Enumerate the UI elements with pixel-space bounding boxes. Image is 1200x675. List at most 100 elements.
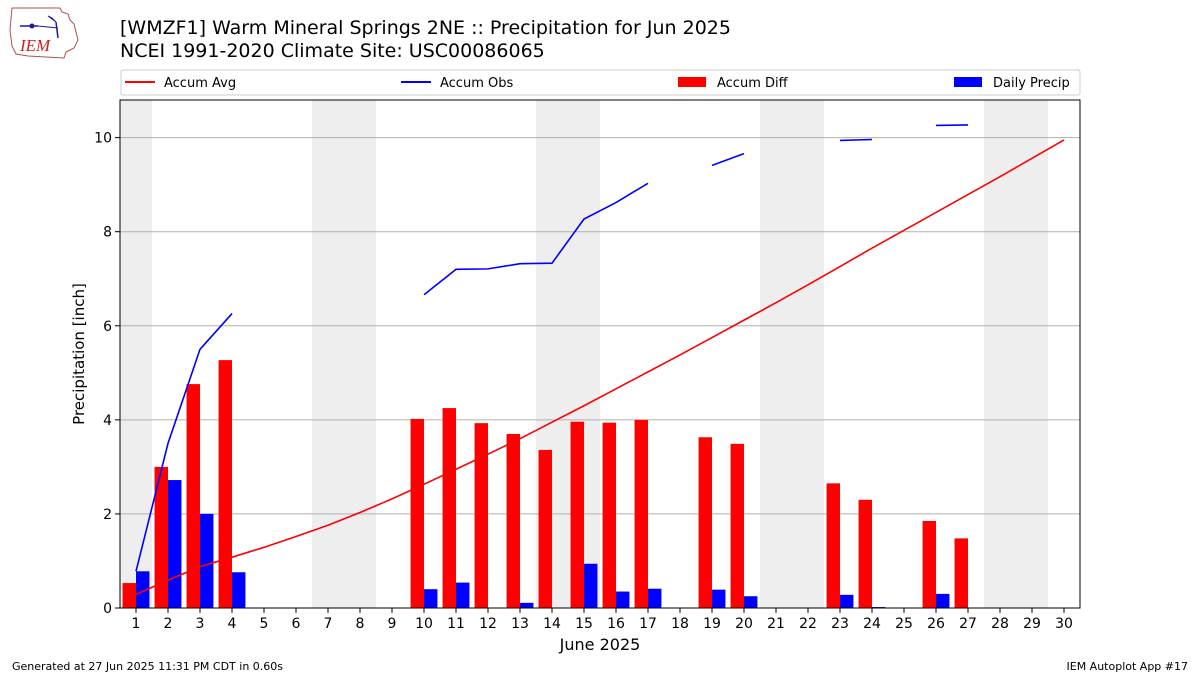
legend-accum-diff-swatch bbox=[678, 77, 706, 87]
y-axis-label: Precipitation [inch] bbox=[70, 283, 88, 425]
weekend-shade bbox=[1016, 100, 1048, 608]
x-tick-label: 19 bbox=[703, 616, 721, 632]
daily-precip-bar bbox=[616, 591, 630, 608]
daily-precip-bar bbox=[168, 480, 182, 608]
accum-diff-bar bbox=[570, 421, 584, 608]
x-tick-label: 7 bbox=[324, 616, 333, 632]
legend-daily-precip: Daily Precip bbox=[954, 76, 1070, 91]
x-tick-label: 14 bbox=[543, 616, 561, 632]
accum-diff-bar bbox=[154, 466, 168, 608]
legend-accum-diff-label: Accum Diff bbox=[717, 76, 789, 91]
accum-diff-bar bbox=[826, 483, 840, 608]
legend-accum-avg: Accum Avg bbox=[125, 76, 236, 91]
x-tick-label: 2 bbox=[164, 616, 173, 632]
x-tick-label: 9 bbox=[388, 616, 397, 632]
accum-diff-bar bbox=[538, 449, 552, 608]
x-tick-label: 28 bbox=[991, 616, 1009, 632]
x-tick-label: 1 bbox=[132, 616, 141, 632]
legend-daily-precip-swatch bbox=[954, 77, 982, 87]
weekend-shade bbox=[792, 100, 824, 608]
x-tick-label: 11 bbox=[447, 616, 465, 632]
plot-frame bbox=[119, 99, 1081, 609]
x-tick-label: 13 bbox=[511, 616, 529, 632]
accum-diff-bar bbox=[474, 423, 488, 608]
x-tick-label: 3 bbox=[196, 616, 205, 632]
legend-accum-obs: Accum Obs bbox=[401, 76, 513, 91]
daily-precip-bar bbox=[744, 596, 758, 608]
x-tick-label: 4 bbox=[228, 616, 237, 632]
accum-diff-bar bbox=[186, 384, 200, 608]
weekend-shade bbox=[984, 100, 1016, 608]
weekend-shade bbox=[760, 100, 792, 608]
accum-diff-bar bbox=[218, 360, 232, 608]
daily-precip-bar bbox=[520, 602, 534, 608]
iem-logo: IEM bbox=[9, 7, 79, 59]
lines bbox=[135, 124, 1065, 596]
daily-precip-bar bbox=[840, 594, 854, 608]
x-tick-label: 8 bbox=[356, 616, 365, 632]
y-tick-label: 8 bbox=[103, 225, 112, 241]
daily-precip-bar bbox=[232, 572, 246, 608]
legend-box bbox=[120, 69, 1081, 96]
accum-diff-bar bbox=[442, 408, 456, 608]
daily-precip-bar bbox=[200, 513, 214, 608]
x-tick-label: 29 bbox=[1023, 616, 1041, 632]
x-tick-label: 12 bbox=[479, 616, 497, 632]
daily-precip-bar bbox=[136, 571, 150, 608]
x-tick-label: 20 bbox=[735, 616, 753, 632]
logo-text: IEM bbox=[19, 36, 51, 55]
legend-accum-diff: Accum Diff bbox=[678, 76, 789, 91]
chart-title: [WMZF1] Warm Mineral Springs 2NE :: Prec… bbox=[120, 17, 731, 39]
daily-precip-bar bbox=[424, 589, 438, 608]
accum-diff-bar bbox=[858, 499, 872, 608]
daily-precip-bar bbox=[584, 563, 598, 608]
accum-diff-bar bbox=[922, 520, 936, 608]
x-tick-label: 21 bbox=[767, 616, 785, 632]
y-tick-label: 0 bbox=[103, 601, 112, 617]
legend: Accum Avg Accum Obs Accum Diff Daily Precip bbox=[120, 69, 1081, 96]
y-tick-label: 6 bbox=[103, 319, 112, 335]
chart-subtitle: NCEI 1991-2020 Climate Site: USC00086065 bbox=[120, 40, 545, 62]
x-tick-label: 18 bbox=[671, 616, 689, 632]
y-tick-label: 10 bbox=[94, 131, 112, 147]
accum-diff-bar bbox=[122, 583, 136, 608]
legend-accum-obs-label: Accum Obs bbox=[440, 76, 513, 91]
app-label: IEM Autoplot App #17 bbox=[1066, 660, 1189, 673]
x-tick-label: 23 bbox=[831, 616, 849, 632]
accum-diff-bar bbox=[730, 443, 744, 608]
weekend-shade bbox=[312, 100, 344, 608]
weekend-shading bbox=[120, 100, 1048, 608]
accum-diff-bar bbox=[410, 418, 424, 608]
x-tick-label: 22 bbox=[799, 616, 817, 632]
accum-obs-line bbox=[711, 152, 745, 167]
x-tick-label: 15 bbox=[575, 616, 593, 632]
x-tick-label: 6 bbox=[292, 616, 301, 632]
x-tick-label: 27 bbox=[959, 616, 977, 632]
generated-timestamp: Generated at 27 Jun 2025 11:31 PM CDT in… bbox=[12, 660, 284, 673]
y-tick-label: 4 bbox=[103, 413, 112, 429]
accum-obs-line bbox=[135, 313, 233, 572]
x-tick-label: 17 bbox=[639, 616, 657, 632]
daily-precip-bar bbox=[712, 589, 726, 608]
x-tick-label: 24 bbox=[863, 616, 881, 632]
x-axis-label: June 2025 bbox=[559, 635, 641, 654]
legend-daily-precip-label: Daily Precip bbox=[993, 76, 1070, 91]
x-tick-label: 10 bbox=[415, 616, 433, 632]
accum-diff-bar bbox=[634, 419, 648, 608]
accum-diff-bar bbox=[698, 437, 712, 608]
accum-avg-line bbox=[135, 139, 1065, 596]
accum-obs-line bbox=[839, 138, 873, 142]
daily-precip-bar bbox=[936, 593, 950, 608]
weekend-shade bbox=[120, 100, 152, 608]
weekend-shade bbox=[344, 100, 376, 608]
legend-accum-avg-label: Accum Avg bbox=[164, 76, 236, 91]
x-tick-label: 5 bbox=[260, 616, 269, 632]
x-tick-label: 30 bbox=[1055, 616, 1073, 632]
accum-diff-bar bbox=[506, 433, 520, 608]
x-tick-label: 26 bbox=[927, 616, 945, 632]
daily-precip-bar bbox=[456, 582, 470, 608]
x-tick-label: 25 bbox=[895, 616, 913, 632]
accum-diff-bar bbox=[602, 422, 616, 608]
